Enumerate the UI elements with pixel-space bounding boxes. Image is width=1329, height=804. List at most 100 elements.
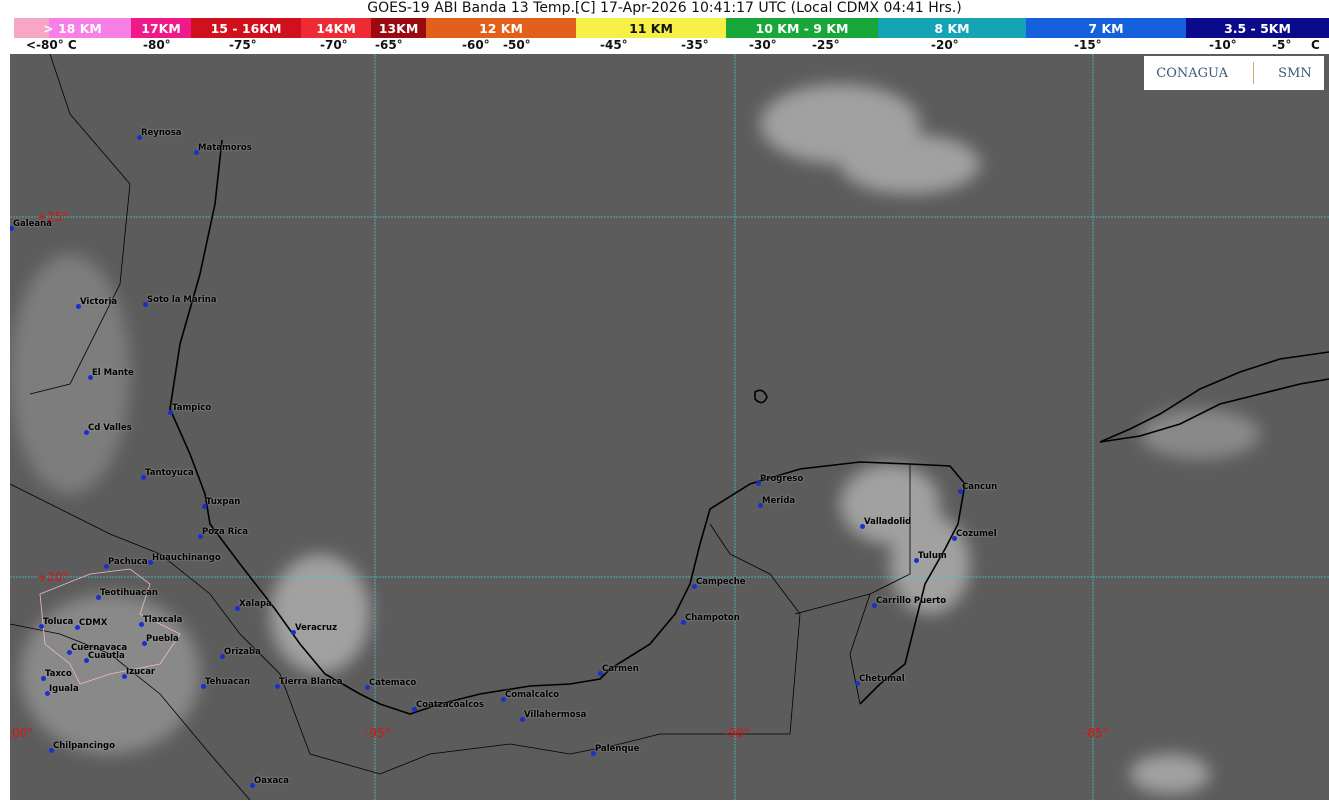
city-label: Tlaxcala <box>143 615 183 625</box>
city-label: Soto la Marina <box>147 295 217 305</box>
city-marker <box>681 620 686 625</box>
temperature-tick: -65° <box>375 38 403 52</box>
city-marker <box>291 630 296 635</box>
city-label: Huauchinango <box>152 553 221 563</box>
legend-segment: > 18 KM <box>14 18 131 38</box>
city-marker <box>67 650 72 655</box>
legend-segment: 3.5 - 5KM <box>1186 18 1329 38</box>
temperature-tick: -5° <box>1272 38 1292 52</box>
temperature-tick: C <box>1311 38 1320 52</box>
temperature-tick: -20° <box>931 38 959 52</box>
city-label: Oaxaca <box>254 776 289 786</box>
city-label: Orizaba <box>224 647 261 657</box>
city-label: Matamoros <box>198 143 252 153</box>
grid-coordinate-label: -85° <box>1083 726 1109 740</box>
city-marker <box>365 685 370 690</box>
temperature-tick: -80° <box>143 38 171 52</box>
city-marker <box>591 751 596 756</box>
city-marker <box>104 564 109 569</box>
temperature-tick: -60° <box>462 38 490 52</box>
city-marker <box>49 748 54 753</box>
cloud-cover <box>10 84 1260 794</box>
legend-segment: 17KM <box>131 18 191 38</box>
city-marker <box>412 707 417 712</box>
coastline <box>169 139 1329 715</box>
city-label: Campeche <box>696 577 746 587</box>
city-label: Carmen <box>602 664 639 674</box>
legend-segment: 11 KM <box>576 18 726 38</box>
legend-segment: 15 - 16KM <box>191 18 301 38</box>
city-label: Tierra Blanca <box>279 677 343 687</box>
city-marker <box>143 302 148 307</box>
city-label: Cuernavaca <box>71 643 128 653</box>
satellite-map[interactable]: Reynosa Matamoros Galeana Victoria Soto la M… <box>10 54 1329 800</box>
temperature-tick: -25° <box>812 38 840 52</box>
city-marker <box>501 697 506 702</box>
lat-lon-grid <box>10 54 1329 800</box>
city-label: Cuautla <box>88 651 125 661</box>
city-marker <box>75 625 80 630</box>
city-label: Reynosa <box>141 128 182 138</box>
city-marker <box>220 654 225 659</box>
city-marker <box>598 671 603 676</box>
city-marker <box>202 504 207 509</box>
city-marker <box>10 226 14 231</box>
city-marker <box>235 606 240 611</box>
city-marker <box>275 684 280 689</box>
legend-segment: 8 KM <box>878 18 1026 38</box>
smn-logo: SMN <box>1278 65 1312 81</box>
city-marker <box>758 503 763 508</box>
city-marker <box>84 430 89 435</box>
grid-coordinate-label: -95° <box>365 726 391 740</box>
city-label: El Mante <box>92 368 134 378</box>
grid-coordinate-label: -100° <box>10 726 34 740</box>
legend-segment: 7 KM <box>1026 18 1186 38</box>
city-marker <box>855 681 860 686</box>
city-marker <box>41 676 46 681</box>
temperature-tick: -30° <box>749 38 777 52</box>
city-label: Xalapa <box>239 599 272 609</box>
city-marker <box>45 691 50 696</box>
city-marker <box>39 624 44 629</box>
city-marker <box>756 481 761 486</box>
city-marker <box>142 641 147 646</box>
city-label: Carrillo Puerto <box>876 596 947 606</box>
temperature-tick: -45° <box>600 38 628 52</box>
city-label: Galeana <box>13 219 52 229</box>
city-label: Coatzacoalcos <box>416 700 485 710</box>
image-title: GOES-19 ABI Banda 13 Temp.[C] 17-Apr-202… <box>367 0 962 16</box>
city-label: Tampico <box>172 403 212 413</box>
city-marker <box>122 674 127 679</box>
city-label: Catemaco <box>369 678 417 688</box>
city-marker <box>76 304 81 309</box>
city-label: Valladolid <box>864 517 912 527</box>
city-label: Palenque <box>595 744 640 754</box>
city-label: Teotihuacan <box>100 588 158 598</box>
city-label: Champoton <box>685 613 740 623</box>
city-label: Pachuca <box>108 557 148 567</box>
legend-segment: 12 KM <box>426 18 576 38</box>
city-marker <box>860 524 865 529</box>
grid-coordinate-label: -90° <box>724 726 750 740</box>
temperature-tick: -15° <box>1074 38 1102 52</box>
altitude-color-legend: > 18 KM 17KM 15 - 16KM 14KM 13KM 12 KM 11 KM 10… <box>14 18 1329 38</box>
logo-divider <box>1252 62 1254 84</box>
city-label: Villahermosa <box>524 710 587 720</box>
city-marker <box>137 135 142 140</box>
city-label: Merida <box>762 496 796 506</box>
temperature-scale: <-80° C -80° -75° -70° -65° -60° -50° -45° -35° -… <box>0 38 1329 54</box>
city-label: Toluca <box>43 617 74 627</box>
city-label: Chetumal <box>859 674 905 684</box>
legend-segment: 13KM <box>371 18 426 38</box>
city-marker <box>88 375 93 380</box>
city-label: CDMX <box>79 618 108 628</box>
city-marker <box>872 603 877 608</box>
city-label: Puebla <box>146 634 179 644</box>
city-marker <box>250 783 255 788</box>
temperature-tick: -35° <box>681 38 709 52</box>
city-marker <box>84 658 89 663</box>
city-marker <box>96 595 101 600</box>
state-borders <box>10 54 911 800</box>
city-label: Victoria <box>80 297 118 307</box>
city-label: Veracruz <box>295 623 338 633</box>
